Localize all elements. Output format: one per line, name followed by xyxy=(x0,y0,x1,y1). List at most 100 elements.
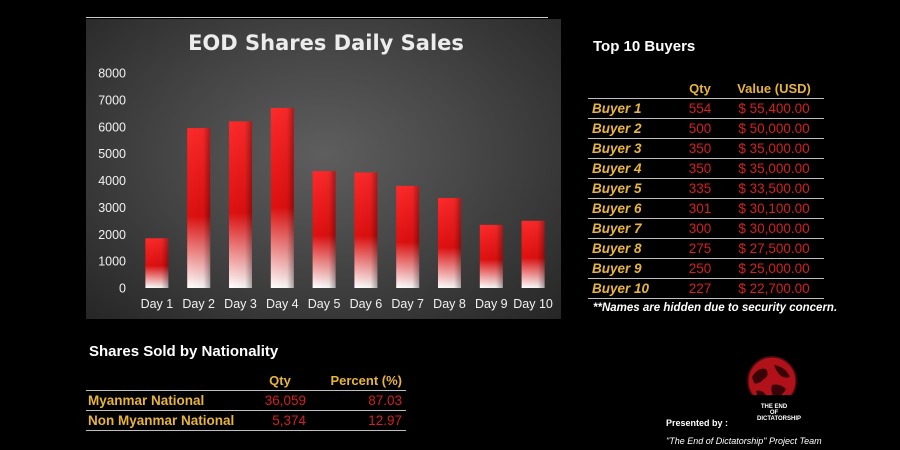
nationality-name: Myanmar National xyxy=(86,390,248,411)
table-row: Buyer 8 275 $ 27,500.00 xyxy=(588,238,824,259)
buyer-name: Buyer 5 xyxy=(588,178,676,199)
buyer-name: Buyer 3 xyxy=(588,138,676,159)
x-tick-label: Day 5 xyxy=(308,297,341,311)
dictatorship-logo-icon xyxy=(742,356,802,415)
bar-7 xyxy=(396,185,420,288)
buyer-name: Buyer 2 xyxy=(588,118,676,139)
y-tick-label: 5000 xyxy=(98,147,126,161)
bar-8 xyxy=(438,197,461,288)
table-header-row: Qty Value (USD) xyxy=(588,78,824,99)
buyer-value: $ 35,000.00 xyxy=(724,138,824,159)
y-tick-label: 8000 xyxy=(98,67,126,81)
bar-shade xyxy=(312,171,336,288)
buyer-name: Buyer 6 xyxy=(588,198,676,219)
buyer-qty: 500 xyxy=(676,118,724,139)
top-buyers-table: Qty Value (USD) Buyer 1 554 $ 55,400.00 Buy… xyxy=(588,78,824,299)
team-credit: "The End of Dictatorship" Project Team xyxy=(666,436,822,446)
nationality-percent: 87.03 xyxy=(312,390,406,411)
x-tick-label: Day 10 xyxy=(513,297,553,311)
buyer-qty: 350 xyxy=(676,138,724,159)
top-buyers-title: Top 10 Buyers xyxy=(593,38,696,55)
percent-column-header: Percent (%) xyxy=(330,372,402,388)
buyer-name: Buyer 1 xyxy=(588,98,676,119)
bar-shade xyxy=(479,224,503,288)
buyer-qty: 227 xyxy=(676,278,724,299)
x-tick-label: Day 8 xyxy=(433,297,466,311)
x-tick-label: Day 2 xyxy=(182,297,215,311)
y-tick-label: 6000 xyxy=(98,120,126,134)
table-row: Buyer 9 250 $ 25,000.00 xyxy=(588,258,824,279)
table-row: Buyer 10 227 $ 22,700.00 xyxy=(588,278,824,299)
qty-column-header: Qty xyxy=(269,372,291,388)
x-tick-label: Day 3 xyxy=(224,297,257,311)
top-divider-line xyxy=(86,17,548,18)
table-row: Buyer 4 350 $ 35,000.00 xyxy=(588,158,824,179)
buyer-name: Buyer 8 xyxy=(588,238,676,259)
table-row: Buyer 6 301 $ 30,100.00 xyxy=(588,198,824,219)
y-tick-label: 4000 xyxy=(98,174,126,188)
buyer-value: $ 30,100.00 xyxy=(724,198,824,219)
logo-text: THE END OF DICTATORSHIP xyxy=(757,404,801,422)
y-tick-label: 7000 xyxy=(98,93,126,107)
nationality-name: Non Myanmar National xyxy=(86,410,248,431)
chart-title: EOD Shares Daily Sales xyxy=(188,31,464,55)
x-tick-label: Day 4 xyxy=(266,297,299,311)
y-tick-label: 3000 xyxy=(98,201,126,215)
x-tick-label: Day 7 xyxy=(391,297,424,311)
x-tick-label: Day 6 xyxy=(350,297,383,311)
buyer-qty: 554 xyxy=(676,98,724,119)
bar-shade xyxy=(145,238,169,288)
y-tick-label: 0 xyxy=(119,282,126,296)
presented-by-label: Presented by : xyxy=(666,418,729,428)
y-tick-label: 2000 xyxy=(98,228,126,242)
buyer-qty: 335 xyxy=(676,178,724,199)
buyer-value: $ 27,500.00 xyxy=(724,238,824,259)
bar-shade xyxy=(438,197,461,288)
buyer-value: $ 35,000.00 xyxy=(724,158,824,179)
bar-shade xyxy=(187,128,211,288)
qty-column-header: Qty xyxy=(689,80,711,96)
x-tick-label: Day 1 xyxy=(141,297,174,311)
value-column-header: Value (USD) xyxy=(737,80,811,96)
bar-9 xyxy=(479,224,503,288)
bar-4 xyxy=(270,107,294,288)
buyer-value: $ 33,500.00 xyxy=(724,178,824,199)
bar-shade xyxy=(270,107,294,288)
table-row: Buyer 2 500 $ 50,000.00 xyxy=(588,118,824,139)
bar-2 xyxy=(187,128,211,288)
x-tick-label: Day 9 xyxy=(475,297,508,311)
bar-10 xyxy=(521,220,545,288)
bar-1 xyxy=(145,238,169,288)
buyer-rows: Buyer 1 554 $ 55,400.00 Buyer 2 500 $ 50,000.… xyxy=(588,98,824,299)
buyer-value: $ 25,000.00 xyxy=(724,258,824,279)
y-axis: 0 1000 2000 3000 4000 5000 6000 7000 8000 xyxy=(98,67,126,296)
table-row: Buyer 1 554 $ 55,400.00 xyxy=(588,98,824,119)
table-row: Buyer 3 350 $ 35,000.00 xyxy=(588,138,824,159)
bar-5 xyxy=(312,171,336,288)
name-column-header xyxy=(86,370,248,391)
chart-panel: EOD Shares Daily Sales 0 1000 2000 3000 4000… xyxy=(86,19,561,319)
buyer-qty: 350 xyxy=(676,158,724,179)
bar-shade xyxy=(229,121,252,288)
y-tick-label: 1000 xyxy=(98,255,126,269)
nationality-qty: 5,374 xyxy=(248,410,312,431)
table-row: Buyer 5 335 $ 33,500.00 xyxy=(588,178,824,199)
logo-text-line-1: THE END OF xyxy=(760,404,788,416)
nationality-title: Shares Sold by Nationality xyxy=(89,343,279,360)
buyer-value: $ 50,000.00 xyxy=(724,118,824,139)
bar-6 xyxy=(354,172,378,288)
bar-shade xyxy=(354,172,378,288)
nationality-percent: 12.97 xyxy=(312,410,406,431)
buyer-value: $ 30,000.00 xyxy=(724,218,824,239)
bars xyxy=(145,107,545,288)
bar-chart: EOD Shares Daily Sales 0 1000 2000 3000 4000… xyxy=(98,31,553,311)
table-row: Buyer 7 300 $ 30,000.00 xyxy=(588,218,824,239)
buyer-value: $ 55,400.00 xyxy=(724,98,824,119)
buyer-name: Buyer 9 xyxy=(588,258,676,279)
buyer-name: Buyer 4 xyxy=(588,158,676,179)
buyer-qty: 250 xyxy=(676,258,724,279)
table-row: Myanmar National 36,059 87.03 xyxy=(86,390,406,411)
nationality-rows: Myanmar National 36,059 87.03 Non Myanmar N… xyxy=(86,390,406,431)
bar-shade xyxy=(521,220,545,288)
buyer-name: Buyer 7 xyxy=(588,218,676,239)
